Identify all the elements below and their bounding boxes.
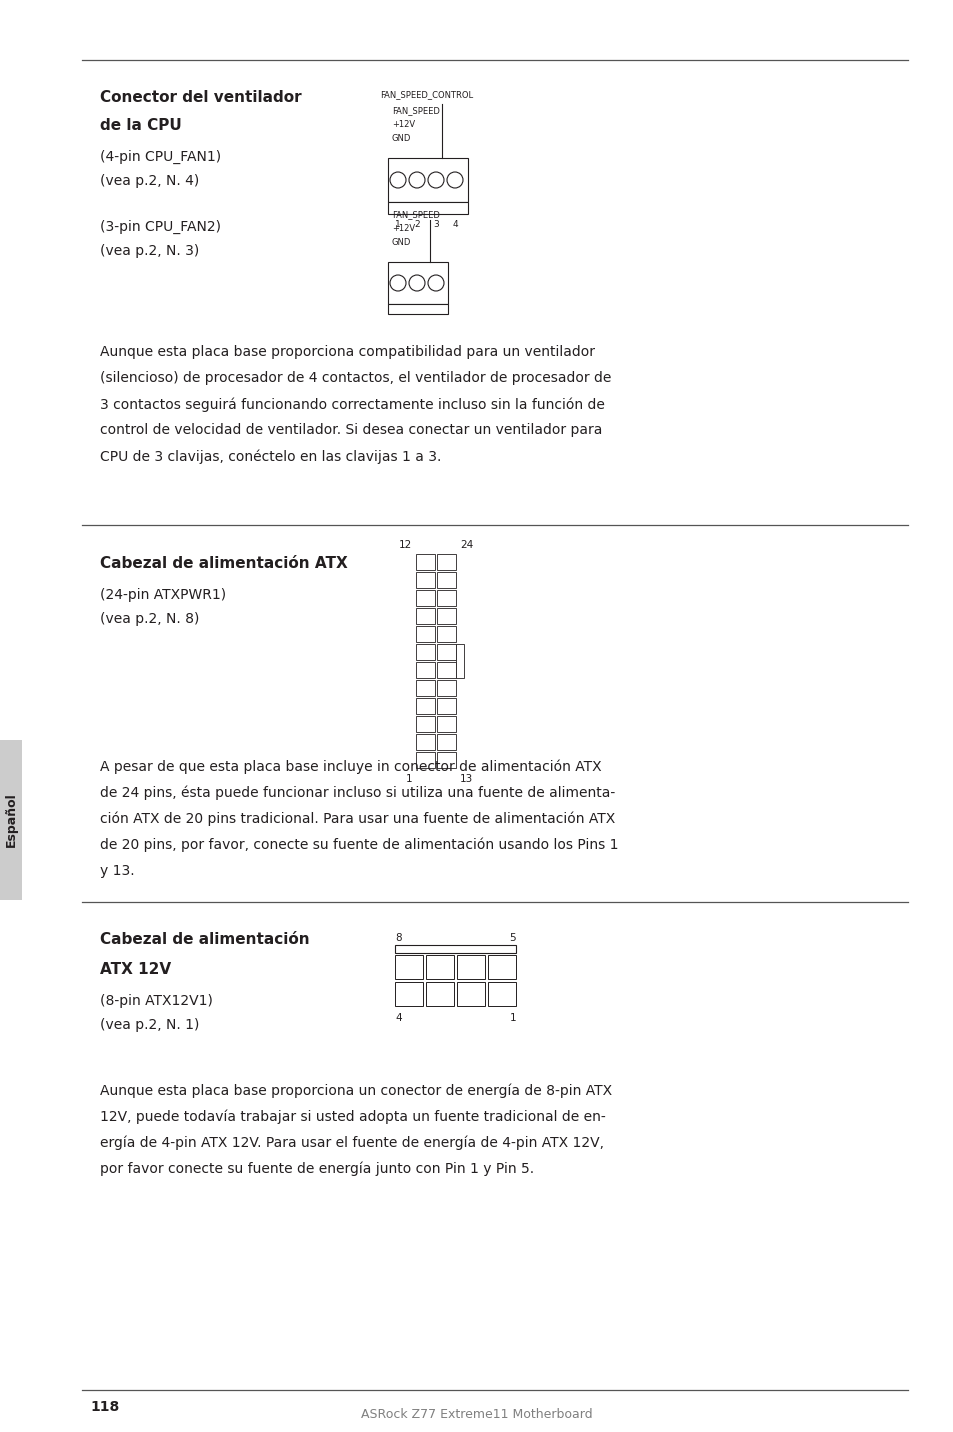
Circle shape (428, 275, 443, 291)
Bar (456, 955, 484, 979)
Text: 4: 4 (395, 1012, 401, 1022)
Text: (vea p.2, N. 1): (vea p.2, N. 1) (100, 1018, 199, 1032)
Bar (416, 571, 435, 589)
Bar (436, 680, 456, 696)
Text: 3 contactos seguirá funcionando correctamente incluso sin la función de: 3 contactos seguirá funcionando correcta… (100, 397, 604, 411)
Text: (3-pin CPU_FAN2): (3-pin CPU_FAN2) (100, 221, 221, 235)
Text: (24-pin ATXPWR1): (24-pin ATXPWR1) (100, 589, 226, 601)
Bar (436, 716, 456, 732)
Bar (488, 982, 516, 1007)
Text: Aunque esta placa base proporciona un conector de energía de 8-pin ATX: Aunque esta placa base proporciona un co… (100, 1083, 612, 1097)
Circle shape (447, 172, 462, 188)
Text: (silencioso) de procesador de 4 contactos, el ventilador de procesador de: (silencioso) de procesador de 4 contacto… (100, 371, 611, 385)
Text: de 24 pins, ésta puede funcionar incluso si utiliza una fuente de alimenta-: de 24 pins, ésta puede funcionar incluso… (100, 786, 615, 800)
Bar (436, 571, 456, 589)
Bar (426, 982, 454, 1007)
Bar (416, 735, 435, 750)
Text: 3: 3 (433, 221, 438, 229)
Bar (416, 590, 435, 606)
Text: FAN_SPEED: FAN_SPEED (392, 211, 439, 219)
Text: 1: 1 (405, 775, 412, 783)
Bar (388, 304, 448, 314)
Text: 1: 1 (395, 221, 400, 229)
Text: +12V: +12V (392, 223, 415, 233)
Bar (416, 680, 435, 696)
Bar (436, 644, 456, 660)
Circle shape (409, 172, 424, 188)
Text: Español: Español (5, 793, 17, 848)
Text: 12: 12 (398, 540, 412, 550)
Bar (395, 955, 422, 979)
Text: GND: GND (392, 238, 411, 246)
Text: +12V: +12V (392, 120, 415, 129)
Bar (416, 609, 435, 624)
Bar (426, 955, 454, 979)
Text: CPU de 3 clavijas, conéctelo en las clavijas 1 a 3.: CPU de 3 clavijas, conéctelo en las clav… (100, 450, 441, 464)
Text: Cabezal de alimentación ATX: Cabezal de alimentación ATX (100, 556, 348, 571)
Text: ergía de 4-pin ATX 12V. Para usar el fuente de energía de 4-pin ATX 12V,: ergía de 4-pin ATX 12V. Para usar el fue… (100, 1136, 603, 1150)
Text: (4-pin CPU_FAN1): (4-pin CPU_FAN1) (100, 150, 221, 165)
Bar (416, 697, 435, 715)
Bar (436, 554, 456, 570)
Text: 2: 2 (414, 221, 419, 229)
Bar (0, 740, 22, 899)
Circle shape (390, 172, 406, 188)
Text: y 13.: y 13. (100, 863, 134, 878)
Text: 8: 8 (395, 934, 401, 944)
Text: (8-pin ATX12V1): (8-pin ATX12V1) (100, 994, 213, 1008)
Bar (436, 626, 456, 642)
Text: (vea p.2, N. 3): (vea p.2, N. 3) (100, 243, 199, 258)
Bar (395, 945, 516, 954)
Text: de la CPU: de la CPU (100, 117, 182, 133)
Bar (436, 752, 456, 768)
Text: 1: 1 (509, 1012, 516, 1022)
Bar (436, 590, 456, 606)
Text: Cabezal de alimentación: Cabezal de alimentación (100, 932, 310, 947)
Circle shape (428, 172, 443, 188)
Circle shape (390, 275, 406, 291)
Text: Aunque esta placa base proporciona compatibilidad para un ventilador: Aunque esta placa base proporciona compa… (100, 345, 595, 359)
Text: control de velocidad de ventilador. Si desea conectar un ventilador para: control de velocidad de ventilador. Si d… (100, 422, 601, 437)
Bar (436, 697, 456, 715)
Text: Conector del ventilador: Conector del ventilador (100, 90, 301, 105)
Text: (vea p.2, N. 4): (vea p.2, N. 4) (100, 175, 199, 188)
Text: ASRock Z77 Extreme11 Motherboard: ASRock Z77 Extreme11 Motherboard (361, 1408, 592, 1421)
Text: GND: GND (392, 135, 411, 143)
Text: (vea p.2, N. 8): (vea p.2, N. 8) (100, 611, 199, 626)
Bar (436, 662, 456, 677)
Text: 118: 118 (90, 1400, 119, 1413)
Bar (436, 609, 456, 624)
Bar (388, 262, 448, 304)
Text: de 20 pins, por favor, conecte su fuente de alimentación usando los Pins 1: de 20 pins, por favor, conecte su fuente… (100, 838, 618, 852)
Text: ATX 12V: ATX 12V (100, 962, 171, 977)
Bar (416, 662, 435, 677)
Bar (388, 158, 468, 202)
Text: FAN_SPEED_CONTROL: FAN_SPEED_CONTROL (379, 90, 473, 99)
Bar (456, 982, 484, 1007)
Text: 12V, puede todavía trabajar si usted adopta un fuente tradicional de en-: 12V, puede todavía trabajar si usted ado… (100, 1108, 605, 1124)
Bar (436, 735, 456, 750)
Circle shape (409, 275, 424, 291)
Text: A pesar de que esta placa base incluye in conector de alimentación ATX: A pesar de que esta placa base incluye i… (100, 760, 601, 775)
Bar (395, 982, 422, 1007)
Bar (416, 644, 435, 660)
Text: FAN_SPEED: FAN_SPEED (392, 106, 439, 115)
Bar (416, 626, 435, 642)
Text: por favor conecte su fuente de energía junto con Pin 1 y Pin 5.: por favor conecte su fuente de energía j… (100, 1161, 534, 1176)
Bar (416, 554, 435, 570)
Bar (416, 752, 435, 768)
Bar (388, 202, 468, 213)
Text: 24: 24 (459, 540, 473, 550)
Text: 4: 4 (452, 221, 457, 229)
Bar (416, 716, 435, 732)
Bar (488, 955, 516, 979)
Text: 13: 13 (459, 775, 473, 783)
Text: 5: 5 (509, 934, 516, 944)
Text: ción ATX de 20 pins tradicional. Para usar una fuente de alimentación ATX: ción ATX de 20 pins tradicional. Para us… (100, 812, 615, 826)
Bar (456, 644, 463, 677)
